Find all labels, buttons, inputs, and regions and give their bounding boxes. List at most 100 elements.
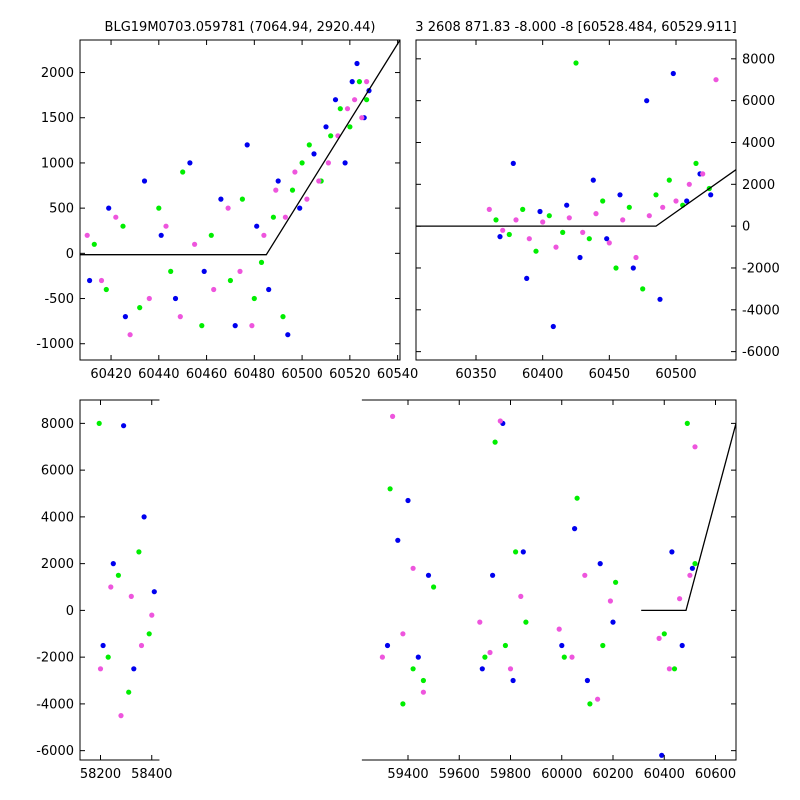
data-point <box>537 208 543 215</box>
x-tick-label: 60440 <box>138 367 179 382</box>
y-tick-label: -6000 <box>742 345 780 360</box>
data-point <box>137 305 143 311</box>
data-point <box>493 217 499 223</box>
x-tick-label: 58200 <box>80 767 121 782</box>
data-point <box>146 631 152 637</box>
data-point <box>587 701 593 707</box>
data-point <box>713 77 719 83</box>
data-point <box>700 171 706 177</box>
data-point <box>692 444 698 450</box>
y-tick-label: 6000 <box>742 94 775 109</box>
data-point <box>561 654 567 660</box>
data-point <box>395 537 401 543</box>
x-tick-label: 59400 <box>387 767 428 782</box>
x-tick-label: 60540 <box>377 367 418 382</box>
data-point <box>136 549 142 555</box>
y-tick-label: 2000 <box>742 178 775 193</box>
panel-top-left: BLG19M0703.059781 (7064.94, 2920.44) 604… <box>36 20 418 382</box>
plot-area <box>96 413 736 758</box>
x-tick-label: 60200 <box>592 767 633 782</box>
data-point <box>405 497 411 504</box>
data-point <box>187 160 193 166</box>
data-point <box>364 79 370 85</box>
data-point <box>490 572 496 578</box>
data-point <box>644 98 650 104</box>
data-point <box>306 142 312 148</box>
data-point <box>118 713 124 719</box>
data-point <box>131 666 137 672</box>
y-tick-label: 0 <box>66 604 74 619</box>
data-point <box>354 60 360 67</box>
data-point <box>569 654 575 660</box>
data-point <box>502 642 508 649</box>
data-point <box>492 439 498 445</box>
data-point <box>120 223 126 229</box>
data-point <box>586 236 592 242</box>
y-tick-label: 4000 <box>41 510 74 525</box>
model-line <box>80 40 400 256</box>
x-tick-label: 58400 <box>131 767 172 782</box>
y-tick-label: -4000 <box>742 303 780 318</box>
y-tick-label: 1000 <box>41 156 74 171</box>
data-point <box>686 181 692 187</box>
data-point <box>98 277 105 284</box>
data-point <box>613 579 619 585</box>
data-point <box>138 642 145 649</box>
plot-frame <box>79 39 401 361</box>
data-point <box>620 217 626 223</box>
data-point <box>600 198 606 204</box>
plot-frame <box>415 39 737 361</box>
data-point <box>323 124 329 130</box>
data-point <box>364 97 370 103</box>
x-tick-label: 59600 <box>439 767 480 782</box>
data-point <box>239 196 245 202</box>
data-point <box>500 227 506 233</box>
data-point <box>640 286 646 292</box>
data-point <box>328 133 334 139</box>
data-point <box>590 177 596 183</box>
data-point <box>149 612 155 618</box>
y-tick-label: -4000 <box>36 697 74 712</box>
data-point <box>653 192 659 198</box>
panel-title-top-right: 3 2608 871.83 -8.000 -8 [60528.484, 6052… <box>415 20 736 35</box>
y-tick-label: -6000 <box>36 744 74 759</box>
data-point <box>156 205 162 211</box>
data-point <box>687 572 693 578</box>
data-point <box>604 236 610 242</box>
data-point <box>546 213 552 219</box>
panel-title-top-left: BLG19M0703.059781 (7064.94, 2920.44) <box>105 20 376 35</box>
y-tick-label: -1000 <box>36 337 74 352</box>
data-point <box>479 666 485 672</box>
plot-area <box>416 60 736 330</box>
y-tick-label: 2000 <box>41 557 74 572</box>
data-point <box>244 142 250 148</box>
data-point <box>347 124 353 130</box>
x-tick-label: 59800 <box>490 767 531 782</box>
data-point <box>524 275 530 281</box>
data-point <box>106 205 112 211</box>
data-point <box>254 223 260 229</box>
data-point <box>584 677 591 684</box>
data-point <box>127 332 133 338</box>
data-point <box>349 79 355 85</box>
data-point <box>523 619 529 625</box>
data-point <box>431 584 437 590</box>
data-point <box>482 654 488 660</box>
data-point <box>163 223 169 229</box>
data-point <box>400 701 406 707</box>
data-point <box>227 277 233 284</box>
data-point <box>177 314 183 320</box>
data-point <box>108 584 114 590</box>
data-point <box>151 589 157 595</box>
data-point <box>656 635 662 642</box>
data-point <box>510 677 516 684</box>
data-point <box>218 196 224 202</box>
data-point <box>580 229 586 235</box>
data-point <box>208 232 214 238</box>
data-point <box>84 232 90 238</box>
data-point <box>689 565 696 571</box>
x-tick-label: 60420 <box>90 367 131 382</box>
data-point <box>122 314 128 320</box>
data-point <box>560 229 566 235</box>
model-line <box>641 423 736 612</box>
